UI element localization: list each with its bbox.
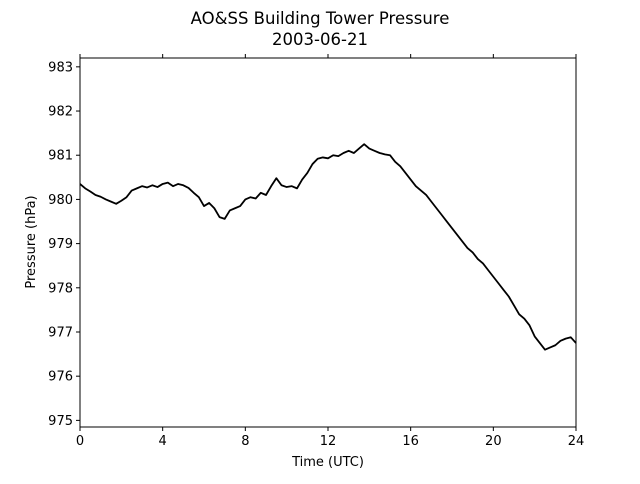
series-group	[79, 143, 577, 351]
y-tick-label: 976	[48, 370, 73, 385]
x-axis-label: Time (UTC)	[291, 455, 364, 470]
x-tick-label: 20	[485, 434, 502, 449]
y-tick-label: 983	[48, 60, 73, 75]
y-tick-label: 981	[48, 149, 73, 164]
x-tick-label: 8	[241, 434, 249, 449]
chart-subtitle: 2003-06-21	[272, 30, 368, 49]
x-tick-label: 16	[402, 434, 419, 449]
y-tick-label: 979	[48, 237, 73, 252]
y-axis-ticks: 975 976 977 978 979 980 981 982 983	[48, 60, 80, 429]
y-tick-label: 978	[48, 281, 73, 296]
x-tick-label: 0	[76, 434, 84, 449]
x-axis-ticks: 0 4 8 12 16 20 24	[76, 54, 584, 449]
pressure-series-line	[79, 143, 577, 351]
x-tick-label: 4	[159, 434, 167, 449]
y-tick-label: 975	[48, 414, 73, 429]
chart-title: AO&SS Building Tower Pressure	[191, 9, 450, 28]
y-tick-label: 977	[48, 325, 73, 340]
y-axis-label: Pressure (hPa)	[24, 195, 39, 288]
y-tick-label: 982	[48, 105, 73, 120]
x-tick-label: 24	[568, 434, 585, 449]
x-tick-label: 12	[320, 434, 337, 449]
plot-frame	[79, 57, 577, 428]
y-tick-label: 980	[48, 193, 73, 208]
